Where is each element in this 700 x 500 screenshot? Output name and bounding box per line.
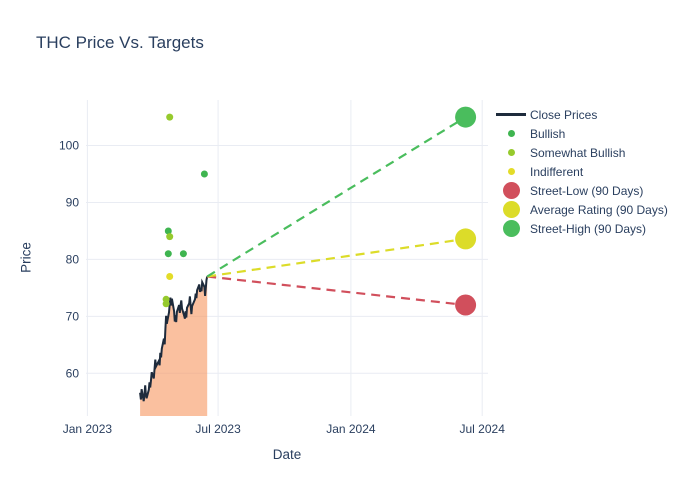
x-tick-label: Jul 2023 — [195, 422, 241, 436]
legend-item-close-prices[interactable]: Close Prices — [492, 105, 668, 124]
average-rating-90-days-line — [207, 237, 466, 278]
legend-label: Bullish — [530, 126, 566, 141]
street-high-90-days-line — [206, 116, 467, 278]
legend-item-somewhat-bullish[interactable]: Somewhat Bullish — [492, 143, 668, 162]
average-rating-90-days-marker — [455, 228, 477, 250]
target-forecast-lines — [206, 116, 467, 307]
gridlines — [86, 100, 488, 416]
close-prices-line-icon — [496, 113, 526, 116]
legend-item-street-high-90-days[interactable]: Street-High (90 Days) — [492, 219, 668, 238]
legend-label: Average Rating (90 Days) — [530, 202, 668, 217]
legend-item-bullish[interactable]: Bullish — [492, 124, 668, 143]
street-low-90-days-line — [207, 275, 466, 307]
close-prices-swatch-icon — [492, 113, 530, 116]
legend-item-street-low-90-days[interactable]: Street-Low (90 Days) — [492, 181, 668, 200]
average-rating-90-days-dot-icon — [502, 201, 520, 218]
analyst-rating-points — [162, 113, 208, 308]
legend-label: Street-High (90 Days) — [530, 221, 647, 236]
somewhat-bullish-point — [162, 300, 170, 308]
x-tick-label: Jan 2023 — [63, 422, 113, 436]
y-axis-title: Price — [18, 242, 34, 273]
close-prices-line — [139, 276, 209, 402]
legend-label: Street-Low (90 Days) — [530, 183, 644, 198]
legend-label: Indifferent — [530, 164, 584, 179]
bullish-point — [200, 170, 208, 178]
street-low-90-days-swatch-icon — [492, 182, 530, 199]
street-high-90-days-swatch-icon — [492, 220, 530, 237]
bullish-dot-icon — [507, 130, 515, 137]
close-prices-series — [139, 276, 209, 416]
indifferent-point — [166, 273, 174, 280]
street-high-90-days-marker — [455, 106, 477, 128]
indifferent-swatch-icon — [492, 168, 530, 175]
chart-title: THC Price Vs. Targets — [36, 33, 204, 52]
x-axis-title: Date — [272, 447, 302, 462]
bullish-point — [179, 250, 187, 258]
bullish-swatch-icon — [492, 130, 530, 137]
street-low-90-days-dot-icon — [502, 182, 520, 199]
legend-label: Somewhat Bullish — [530, 145, 626, 160]
x-tick-label: Jan 2024 — [326, 422, 376, 436]
x-tick-label: Jul 2024 — [460, 422, 506, 436]
somewhat-bullish-point — [166, 233, 174, 241]
somewhat-bullish-dot-icon — [507, 149, 515, 156]
somewhat-bullish-swatch-icon — [492, 149, 530, 156]
bullish-point — [164, 227, 172, 235]
street-high-90-days-dot-icon — [502, 220, 520, 237]
average-rating-90-days-swatch-icon — [492, 201, 530, 218]
y-tick-label: 70 — [66, 309, 80, 323]
y-tick-label: 100 — [59, 139, 79, 153]
somewhat-bullish-point — [166, 113, 174, 121]
legend-label: Close Prices — [530, 107, 598, 122]
y-tick-label: 80 — [66, 252, 80, 266]
y-tick-label: 60 — [66, 366, 80, 380]
legend-item-average-rating-90-days[interactable]: Average Rating (90 Days) — [492, 200, 668, 219]
y-tick-label: 90 — [66, 196, 80, 210]
axis-tick-labels: Jan 2023 Jul 2023 Jan 2024 Jul 2024 60 70 80 90… — [59, 139, 505, 437]
indifferent-dot-icon — [507, 168, 515, 175]
chart-legend: Close Prices Bullish Somewhat Bullish Indif… — [492, 105, 668, 238]
bullish-point — [164, 250, 172, 258]
street-low-90-days-marker — [455, 294, 477, 316]
target-markers — [455, 106, 477, 316]
legend-item-indifferent[interactable]: Indifferent — [492, 162, 668, 181]
